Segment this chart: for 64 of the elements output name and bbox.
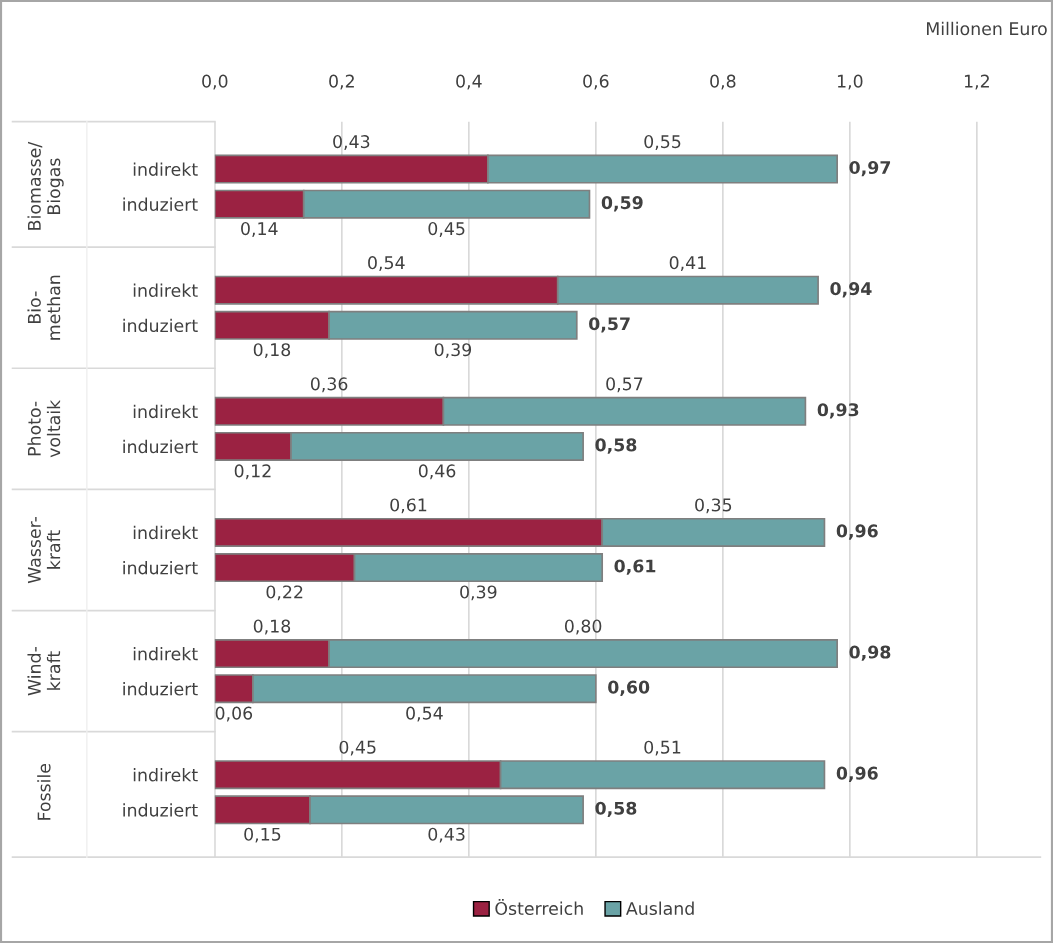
data-label: 0,12 <box>234 464 271 480</box>
y-tick-label: induziert <box>123 803 198 817</box>
total-label: 0,59 <box>601 196 643 212</box>
y-tick-label: induziert <box>123 560 198 575</box>
legend-label: Österreich <box>495 898 583 916</box>
text: Wasser- kraft <box>27 516 61 584</box>
x-axis-title: Millionen Euro <box>927 21 1047 36</box>
total-label: 0,58 <box>595 801 637 818</box>
data-label: 0,54 <box>406 706 443 722</box>
text: Wind- kraft <box>27 647 61 696</box>
x-tick-label: 1,0 <box>837 74 863 90</box>
y-tick-label: indirekt <box>133 768 198 782</box>
y-tick-label: indirekt <box>133 283 198 298</box>
total-label: 0,61 <box>614 559 656 575</box>
y-tick-label: indirekt <box>133 646 198 661</box>
data-label: 0,15 <box>244 827 281 843</box>
text: Photo- voltaik <box>27 399 61 458</box>
x-tick-label: 0,6 <box>583 74 609 90</box>
x-tick-label: 1,2 <box>964 74 989 90</box>
x-tick-label: 0,2 <box>329 74 354 90</box>
legend-label: Ausland <box>626 901 694 916</box>
data-label: 0,46 <box>418 464 456 480</box>
data-label: 0,18 <box>253 343 291 359</box>
y-tick-label: indirekt <box>133 162 198 176</box>
data-label: 0,22 <box>266 585 303 601</box>
data-label: 0,14 <box>241 222 278 237</box>
data-label: 0,39 <box>434 343 472 359</box>
data-label: 0,80 <box>564 619 602 635</box>
total-label: 0,60 <box>608 680 650 696</box>
total-label: 0,97 <box>849 160 891 177</box>
data-label: 0,43 <box>333 134 370 150</box>
data-label: 0,51 <box>644 740 681 756</box>
y-tick-label: induziert <box>123 682 198 696</box>
total-label: 0,93 <box>817 403 859 419</box>
y-tick-label: induziert <box>123 197 198 211</box>
y-tick-label: induziert <box>123 318 198 333</box>
total-label: 0,57 <box>589 317 630 333</box>
x-tick-label: 0,8 <box>710 74 736 90</box>
data-label: 0,43 <box>428 827 465 843</box>
data-label: 0,45 <box>339 740 376 756</box>
total-label: 0,94 <box>830 282 872 298</box>
total-label: 0,96 <box>836 766 878 782</box>
data-label: 0,18 <box>253 619 291 635</box>
y-tick-label: indirekt <box>133 404 198 419</box>
data-label: 0,45 <box>428 222 465 237</box>
y-tick-label: indirekt <box>133 525 198 540</box>
total-label: 0,58 <box>595 438 637 454</box>
data-label: 0,54 <box>368 256 405 272</box>
text: Fossile <box>37 763 51 820</box>
x-tick-label: 0,4 <box>456 74 482 90</box>
data-label: 0,61 <box>390 498 427 514</box>
text: Biomasse/ Biogas <box>27 141 64 230</box>
data-label: 0,41 <box>669 256 706 272</box>
data-label: 0,39 <box>460 585 497 601</box>
x-tick-label: 0,0 <box>202 74 228 90</box>
data-label: 0,06 <box>215 706 253 722</box>
y-tick-label: induziert <box>123 439 198 454</box>
data-label: 0,57 <box>606 377 643 393</box>
total-label: 0,96 <box>836 524 878 540</box>
total-label: 0,98 <box>849 645 891 661</box>
data-label: 0,55 <box>644 134 681 150</box>
data-label: 0,36 <box>310 377 348 393</box>
data-label: 0,35 <box>695 498 732 514</box>
text: Bio- methan <box>27 275 61 340</box>
